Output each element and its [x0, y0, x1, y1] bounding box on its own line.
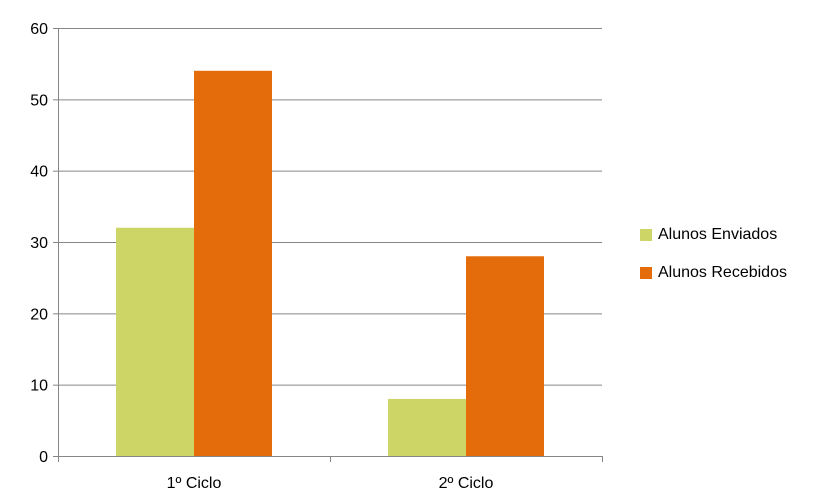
bar-alunos-recebidos-1	[194, 70, 272, 457]
legend: Alunos Enviados Alunos Recebidos	[640, 226, 787, 302]
x-tick-labels: 1º Ciclo 2º Ciclo	[167, 475, 494, 492]
y-tick-label: 20	[30, 306, 48, 323]
y-tick-labels: 0 10 20 30 40 50 60	[30, 21, 48, 466]
y-tick-label: 50	[30, 92, 48, 109]
legend-swatch-recebidos	[640, 267, 652, 279]
legend-label-enviados: Alunos Enviados	[658, 226, 778, 243]
bar-alunos-recebidos-2	[466, 256, 544, 456]
y-tick-label: 10	[30, 378, 48, 395]
legend-label-recebidos: Alunos Recebidos	[658, 264, 787, 281]
legend-item-enviados: Alunos Enviados	[640, 226, 787, 244]
legend-item-recebidos: Alunos Recebidos	[640, 264, 787, 282]
bar-alunos-enviados-1	[116, 227, 194, 456]
y-tick-label: 60	[30, 21, 48, 38]
legend-swatch-enviados	[640, 229, 652, 241]
x-tick-label: 2º Ciclo	[439, 475, 494, 492]
y-tick-label: 30	[30, 235, 48, 252]
y-tick-label: 40	[30, 164, 48, 181]
x-tick-label: 1º Ciclo	[167, 475, 222, 492]
axes	[53, 28, 603, 462]
y-tick-label: 0	[39, 449, 48, 466]
bar-alunos-enviados-2	[388, 398, 466, 456]
bars	[116, 70, 544, 457]
